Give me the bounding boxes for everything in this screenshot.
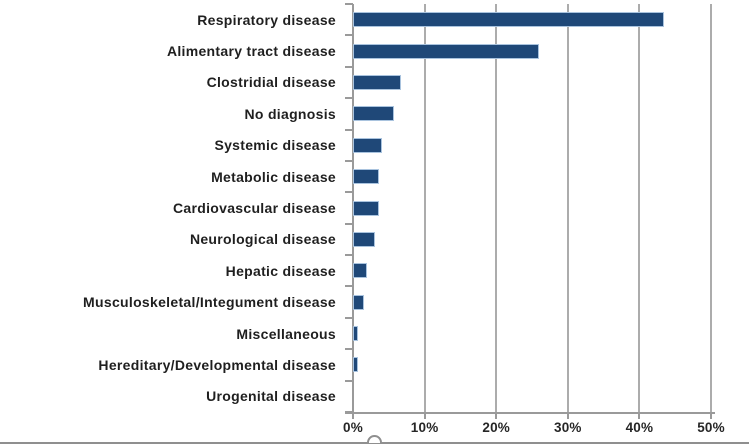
bar [353, 200, 380, 216]
bar [353, 231, 376, 247]
x-axis-tick [638, 412, 641, 419]
bar [353, 12, 665, 28]
y-axis-tick [345, 285, 353, 288]
bar [353, 263, 368, 279]
x-axis-tick [566, 412, 569, 419]
page-divider-line [0, 435, 749, 444]
bar [353, 294, 364, 310]
category-label: Hereditary/Developmental disease [98, 356, 336, 373]
gridline [423, 4, 426, 412]
y-axis-tick [345, 411, 353, 413]
category-label: Clostridial disease [206, 74, 336, 91]
category-label: Systemic disease [214, 137, 336, 154]
bar [353, 74, 401, 90]
gridline [495, 4, 498, 412]
category-label: No diagnosis [244, 105, 336, 122]
x-tick-label: 50% [697, 420, 725, 435]
x-axis-tick [423, 412, 426, 419]
gridline [638, 4, 641, 412]
y-axis-tick [345, 316, 353, 319]
x-axis-tick [710, 412, 712, 419]
x-axis-tick [352, 412, 354, 419]
bar [353, 137, 383, 153]
gridline [710, 4, 712, 412]
y-axis-tick [345, 97, 353, 100]
x-tick-label: 40% [625, 420, 654, 435]
y-axis-tick [345, 254, 353, 257]
bar [353, 106, 394, 122]
x-axis-line [345, 412, 715, 414]
x-tick-label: 0% [343, 420, 363, 435]
category-label: Cardiovascular disease [172, 199, 336, 216]
y-axis-tick [345, 159, 353, 162]
y-axis-tick [345, 379, 353, 382]
x-tick-label: 10% [410, 420, 439, 435]
y-axis-tick [345, 348, 353, 351]
category-label: Miscellaneous [236, 325, 336, 342]
category-label: Musculoskeletal/Integument disease [83, 294, 336, 311]
bar [353, 169, 380, 185]
category-label: Neurological disease [189, 231, 336, 248]
bar [353, 326, 358, 342]
x-tick-label: 20% [482, 420, 510, 435]
bar [353, 43, 540, 59]
bar [353, 357, 358, 373]
y-axis-tick [345, 3, 353, 5]
y-axis-tick [345, 65, 353, 68]
category-label: Respiratory disease [197, 11, 336, 28]
category-label: Metabolic disease [211, 168, 336, 185]
category-label: Urogenital disease [206, 388, 336, 405]
x-axis-tick [495, 412, 498, 419]
x-tick-label: 30% [553, 420, 582, 435]
y-axis-tick [345, 34, 353, 37]
y-axis-tick [345, 128, 353, 131]
gridline [566, 4, 569, 412]
y-axis-tick [345, 191, 353, 194]
category-label: Alimentary tract disease [166, 43, 336, 60]
category-label: Hepatic disease [225, 262, 336, 279]
divider-handle-icon [367, 435, 382, 443]
y-axis-tick [345, 222, 353, 225]
